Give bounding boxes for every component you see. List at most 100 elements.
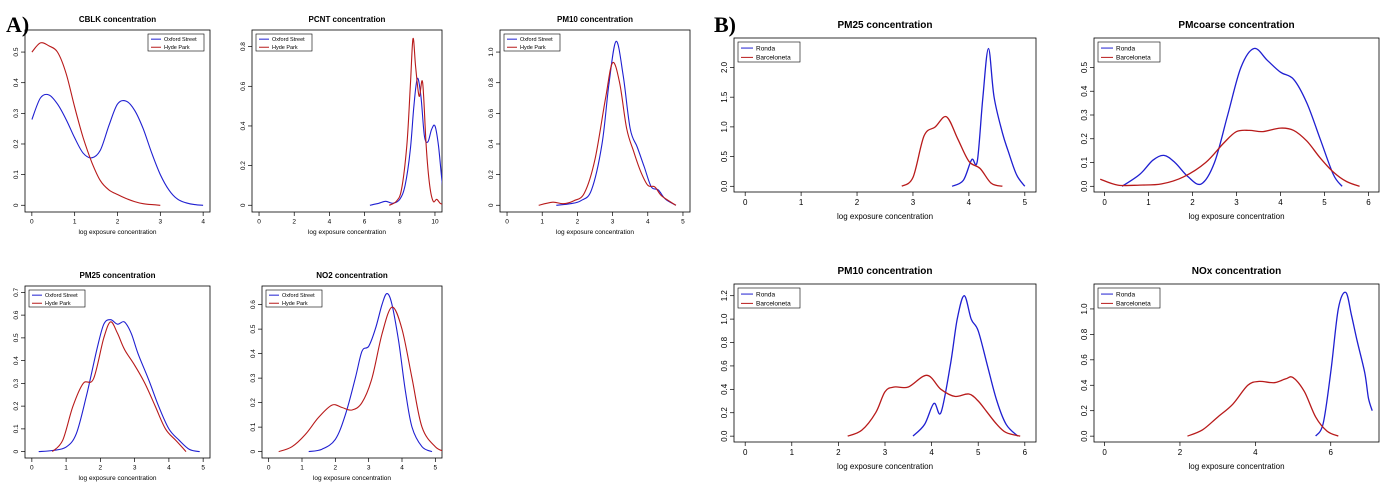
y-tick-label: 0.2 — [250, 398, 257, 407]
x-tick-label: 2 — [1178, 448, 1183, 457]
y-tick-label: 0.5 — [13, 333, 20, 342]
series-line-0 — [38, 319, 200, 453]
y-tick-label: 0.1 — [13, 424, 20, 433]
chart-pcnt: PCNT concentration 0 2 4 6 8 10 log exposure co… — [240, 15, 443, 236]
x-tick-label: 2 — [836, 448, 841, 457]
legend: Oxford Street Hyde Park — [503, 33, 561, 52]
series-line-1 — [901, 115, 1003, 187]
x-tick-label: 3 — [133, 465, 137, 472]
legend-entry: Ronda — [756, 291, 776, 298]
x-tick-label: 3 — [611, 219, 615, 226]
legend: Ronda Barceloneta — [1097, 287, 1161, 309]
y-tick-label: 1.2 — [720, 290, 729, 302]
y-tick-label: 0.2 — [720, 407, 729, 419]
x-tick-label: 0 — [267, 465, 271, 472]
x-tick-label: 2 — [576, 219, 580, 226]
x-axis-label: log exposure concentration — [837, 462, 933, 471]
chart-title: PM10 concentration — [837, 266, 932, 277]
legend-entry: Oxford Street — [164, 37, 197, 43]
x-tick-label: 5 — [434, 465, 438, 472]
y-tick-label: 0 — [240, 203, 247, 207]
x-tick-label: 3 — [1234, 198, 1239, 207]
x-tick-label: 4 — [1253, 448, 1258, 457]
legend: Oxford Street Hyde Park — [255, 33, 313, 52]
legend: Oxford Street Hyde Park — [147, 33, 205, 52]
x-tick-label: 6 — [1366, 198, 1371, 207]
x-tick-label: 5 — [201, 465, 205, 472]
x-tick-label: 4 — [1278, 198, 1283, 207]
y-tick-label: 0.1 — [13, 170, 20, 179]
chart-pm10b: PM10 concentration 0 1 2 3 4 5 6 log exposure co… — [720, 266, 1037, 471]
y-tick-label: 0.0 — [1080, 430, 1089, 442]
legend-box — [1097, 41, 1161, 63]
legend-entry: Ronda — [1116, 45, 1136, 52]
legend-entry: Ronda — [756, 45, 776, 52]
x-axis-label: log exposure concentration — [1188, 462, 1284, 471]
chart-title: PM25 concentration — [837, 20, 932, 31]
y-tick-label: 0.3 — [13, 108, 20, 117]
chart-title: PM25 concentration — [79, 271, 155, 280]
legend-entry: Hyde Park — [272, 45, 298, 51]
y-tick-label: 0.6 — [13, 310, 20, 319]
y-tick-label: 1.0 — [720, 313, 729, 325]
y-tick-label: 0.4 — [720, 383, 729, 395]
legend-entry: Oxford Street — [282, 293, 315, 299]
x-tick-label: 6 — [1329, 448, 1334, 457]
y-tick-label: 1.5 — [720, 91, 729, 103]
x-tick-label: 6 — [1023, 448, 1028, 457]
x-tick-label: 4 — [328, 219, 332, 226]
series-line-1 — [1187, 376, 1339, 437]
x-tick-label: 4 — [967, 198, 972, 207]
series-line-1 — [1099, 127, 1360, 187]
legend: Oxford Street Hyde Park — [28, 289, 86, 308]
y-tick-label: 0.5 — [1080, 61, 1089, 73]
plot-frame — [261, 285, 443, 459]
x-tick-label: 1 — [540, 219, 544, 226]
legend-box — [28, 289, 86, 308]
x-tick-label: 8 — [398, 219, 402, 226]
chart-title: PM10 concentration — [557, 15, 633, 24]
x-tick-label: 5 — [681, 219, 685, 226]
x-tick-label: 3 — [911, 198, 916, 207]
x-tick-label: 4 — [201, 219, 205, 226]
y-tick-label: 0.8 — [240, 42, 247, 51]
y-tick-label: 0.6 — [250, 300, 257, 309]
legend-box — [265, 289, 323, 308]
legend-box — [1097, 287, 1161, 309]
series-line-0 — [912, 295, 1019, 437]
x-tick-label: 3 — [367, 465, 371, 472]
y-tick-label: 0.0 — [720, 180, 729, 192]
x-tick-label: 2 — [334, 465, 338, 472]
plot-frame — [251, 29, 443, 213]
legend-entry: Barceloneta — [1116, 55, 1151, 62]
chart-nox: NOx concentration 0 2 4 6 log exposure concen… — [1080, 266, 1380, 471]
legend-entry: Barceloneta — [1116, 301, 1151, 308]
y-tick-label: 0.7 — [13, 287, 20, 296]
x-tick-label: 5 — [1322, 198, 1327, 207]
legend-entry: Barceloneta — [756, 301, 791, 308]
y-tick-label: 0.2 — [13, 401, 20, 410]
chart-no2: NO2 concentration 0 1 2 3 4 5 log exposure conc… — [250, 271, 443, 482]
legend-box — [147, 33, 205, 52]
x-tick-label: 1 — [1146, 198, 1151, 207]
x-tick-label: 0 — [743, 448, 748, 457]
x-tick-label: 2 — [292, 219, 296, 226]
y-tick-label: 0.3 — [13, 378, 20, 387]
chart-title: CBLK concentration — [79, 15, 156, 24]
series-line-0 — [308, 293, 433, 453]
legend-entry: Barceloneta — [756, 55, 791, 62]
x-axis-label: log exposure concentration — [1188, 212, 1284, 221]
series-line-1 — [31, 42, 161, 206]
y-tick-label: 0.6 — [1080, 354, 1089, 366]
x-tick-label: 0 — [1102, 198, 1107, 207]
legend: Ronda Barceloneta — [1097, 41, 1161, 63]
y-tick-label: 0 — [250, 449, 257, 453]
x-tick-label: 4 — [929, 448, 934, 457]
plot-frame — [24, 285, 211, 459]
chart-pm25b: PM25 concentration 0 1 2 3 4 5 log exposure con… — [720, 20, 1037, 221]
y-tick-label: 0.2 — [488, 170, 495, 179]
legend: Ronda Barceloneta — [737, 287, 801, 309]
x-axis-label: log exposure concentration — [78, 475, 156, 482]
x-tick-label: 0 — [257, 219, 261, 226]
x-tick-label: 5 — [976, 448, 981, 457]
